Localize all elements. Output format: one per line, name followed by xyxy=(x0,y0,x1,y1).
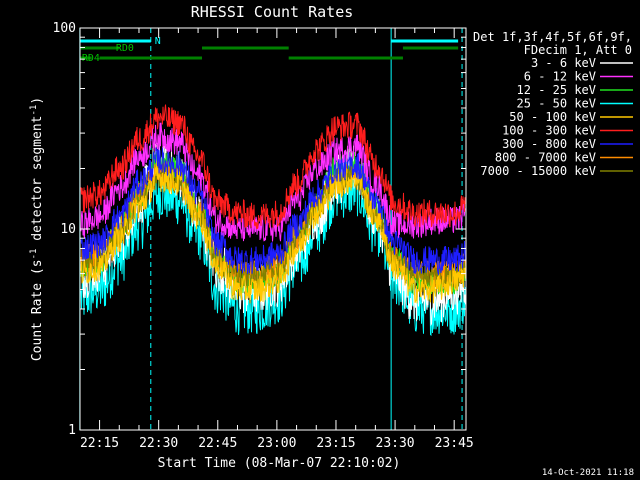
legend-label: 50 - 100 keV xyxy=(509,110,596,124)
legend-header-line-1: Det 1f,3f,4f,5f,6f,9f, xyxy=(473,30,632,44)
y-axis-label-sup-2: -1 xyxy=(29,105,39,116)
y-axis-label-main: Count Rate (s xyxy=(30,259,45,361)
y-axis-label-sup-1: -1 xyxy=(29,249,39,260)
legend-label: 7000 - 15000 keV xyxy=(480,164,596,178)
legend-label: 12 - 25 keV xyxy=(517,83,596,97)
x-tick-label: 22:45 xyxy=(198,436,237,451)
y-axis-label-tail: detector segment xyxy=(30,116,45,249)
series-line xyxy=(80,122,466,242)
y-tick-label: 10 xyxy=(60,222,76,237)
x-tick-label: 22:30 xyxy=(139,436,178,451)
series-line xyxy=(80,147,466,276)
legend-label: 3 - 6 keV xyxy=(531,56,596,70)
legend-label: 800 - 7000 keV xyxy=(495,151,596,165)
x-axis: 22:15 22:30 22:45 23:00 23:15 23:30 23:45 xyxy=(80,28,474,451)
series-line xyxy=(80,104,466,229)
series-line xyxy=(80,165,466,304)
legend-label: 100 - 300 keV xyxy=(502,124,596,138)
green-bar-lower-label: RD4 xyxy=(82,53,100,64)
legend-label: 25 - 50 keV xyxy=(517,97,596,111)
y-tick-label: 1 xyxy=(68,423,76,438)
legend-label: 300 - 800 keV xyxy=(502,137,596,151)
series-layer xyxy=(80,104,466,337)
green-bar-upper-label: RD0 xyxy=(116,43,134,54)
chart-title: RHESSI Count Rates xyxy=(191,3,354,21)
cyan-bar-label: N xyxy=(155,36,161,47)
legend: Det 1f,3f,4f,5f,6f,9f, FDecim 1, Att 0 3… xyxy=(473,30,633,178)
x-tick-label: 23:00 xyxy=(257,436,296,451)
y-tick-label: 100 xyxy=(53,21,76,36)
x-tick-label: 23:45 xyxy=(435,436,474,451)
y-axis-label: Count Rate (s-1 detector segment-1) xyxy=(29,97,45,361)
x-tick-label: 23:30 xyxy=(376,436,415,451)
x-tick-label: 23:15 xyxy=(316,436,355,451)
x-tick-label: 22:15 xyxy=(80,436,119,451)
legend-header-line-2: FDecim 1, Att 0 xyxy=(524,43,632,57)
y-axis: 1 10 100 xyxy=(53,21,466,438)
series-line xyxy=(80,165,466,337)
y-axis-label-close: ) xyxy=(30,97,45,105)
x-axis-label: Start Time (08-Mar-07 22:10:02) xyxy=(158,456,401,471)
legend-label: 6 - 12 keV xyxy=(524,70,596,84)
timestamp: 14-Oct-2021 11:18 xyxy=(542,468,634,478)
